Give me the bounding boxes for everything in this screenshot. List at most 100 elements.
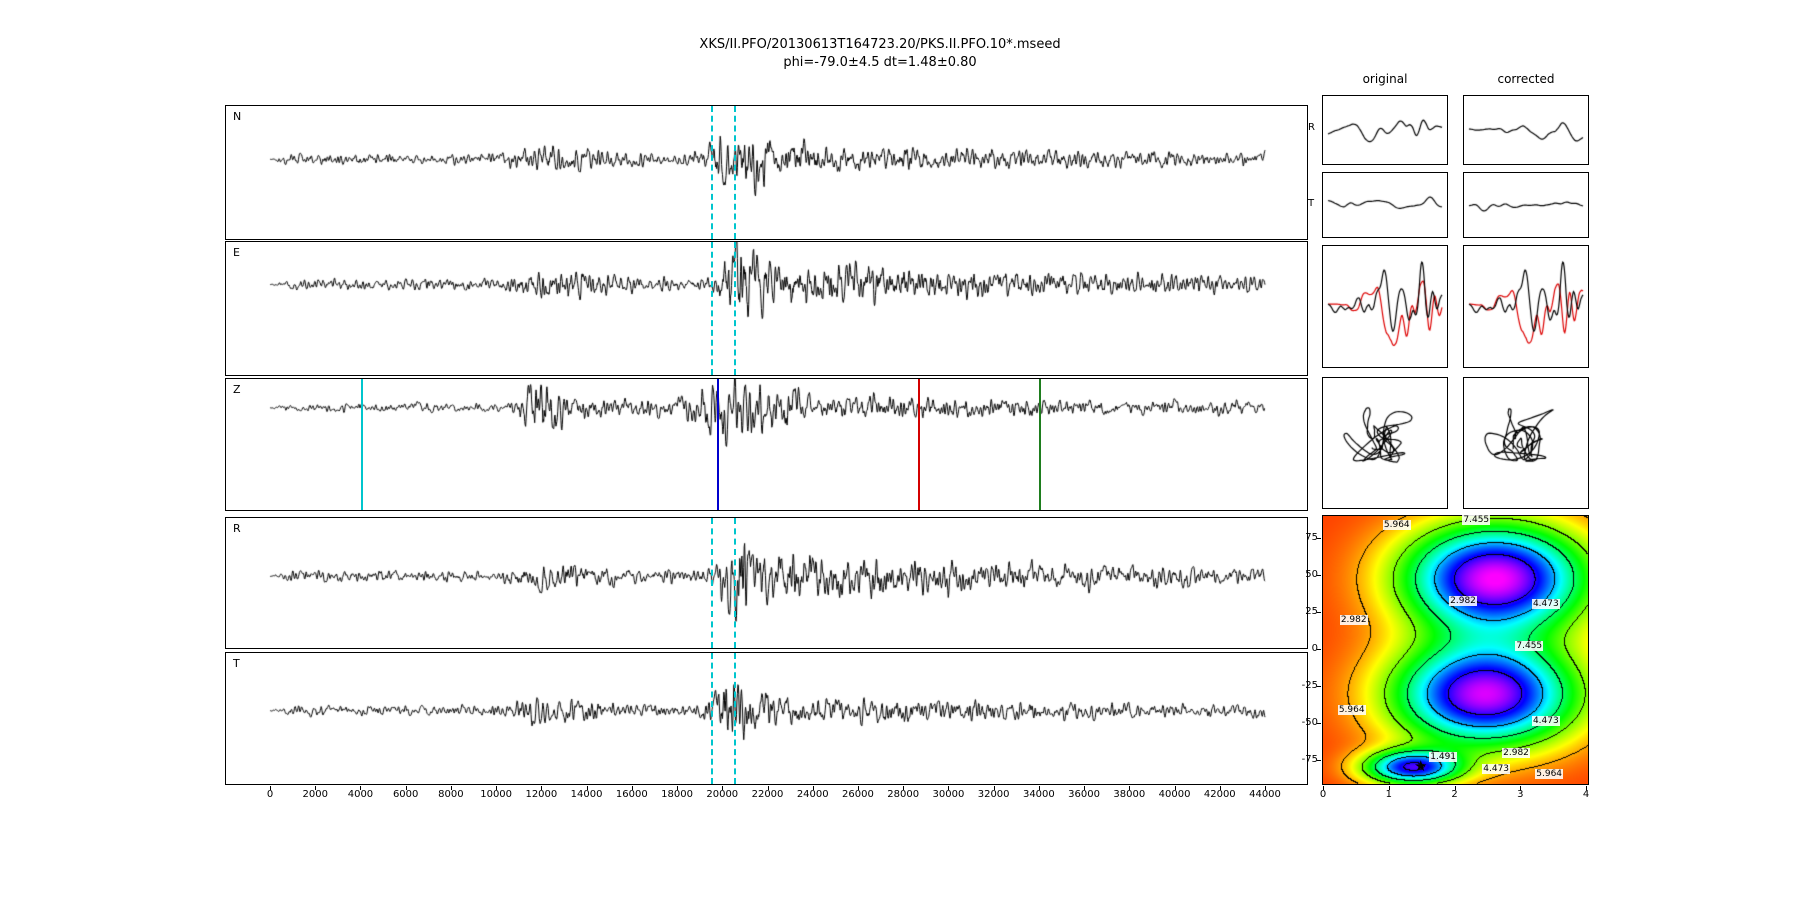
particle-motion-corrected xyxy=(1464,378,1588,508)
trace-panel-label: T xyxy=(233,657,240,670)
error-surface-x-tick-label: 1 xyxy=(1385,789,1392,800)
time-axis-tick-mark xyxy=(541,786,543,790)
time-axis-tick-mark xyxy=(812,786,814,790)
time-axis-tick-label: 36000 xyxy=(1068,789,1100,800)
trace-panel-e: E xyxy=(225,241,1308,376)
error-surface-x-tick-mark xyxy=(1388,786,1390,790)
error-surface-x-tick-mark xyxy=(1454,786,1456,790)
window-marker xyxy=(734,518,737,648)
error-surface-y-tick-label: -25 xyxy=(1301,679,1318,691)
time-axis-tick-mark xyxy=(1265,786,1266,790)
time-axis-tick-mark xyxy=(496,786,498,790)
window-marker xyxy=(711,106,714,239)
error-surface-y-tick-label: 50 xyxy=(1305,569,1318,581)
r-waveform-original xyxy=(1323,96,1447,164)
time-axis-tick-mark xyxy=(1129,786,1131,790)
contour-label: 2.982 xyxy=(1449,595,1477,606)
error-surface-y-tick-label: 75 xyxy=(1305,532,1318,544)
error-surface-x-tick-mark xyxy=(1520,786,1522,790)
pick-marker xyxy=(716,379,719,510)
time-axis-tick-mark xyxy=(315,786,317,790)
contour-label: 5.964 xyxy=(1337,704,1366,715)
window-marker xyxy=(734,653,737,784)
time-axis-tick-mark xyxy=(857,786,859,790)
trace-panel-n: N xyxy=(225,105,1308,240)
time-axis-tick-mark xyxy=(903,786,905,790)
column-header-corrected: corrected xyxy=(1497,72,1555,86)
time-axis-tick-mark xyxy=(767,786,769,790)
contour-label: 2.982 xyxy=(1339,615,1368,626)
r-waveform-corrected-panel xyxy=(1463,95,1589,165)
window-marker xyxy=(734,106,737,239)
time-axis-tick-label: 2000 xyxy=(302,789,328,800)
time-axis-tick-mark xyxy=(1084,786,1086,790)
best-solution-star-icon: ★ xyxy=(1414,756,1428,775)
window-marker xyxy=(711,242,714,375)
error-surface-y-tick-label: 0 xyxy=(1311,643,1318,654)
time-axis-tick-label: 26000 xyxy=(842,789,874,800)
time-axis-tick-mark xyxy=(1174,786,1176,790)
time-axis-tick-label: 28000 xyxy=(887,789,920,800)
time-axis-tick-label: 8000 xyxy=(438,789,464,800)
row-label-t: T xyxy=(1308,198,1315,209)
error-surface-y-tick-mark xyxy=(1317,575,1321,577)
time-axis-tick-mark xyxy=(1219,786,1221,790)
fast-slow-overlay-corrected-panel xyxy=(1463,245,1589,368)
time-axis-tick-mark xyxy=(993,786,995,790)
time-axis-tick-mark xyxy=(677,786,679,790)
time-axis-tick-label: 32000 xyxy=(977,789,1010,800)
trace-panel-t: T xyxy=(225,652,1308,785)
time-axis-tick-label: 16000 xyxy=(615,789,648,800)
trace-waveform-z xyxy=(226,379,1307,510)
error-surface-y-tick-mark xyxy=(1317,722,1321,724)
error-surface-y-tick-mark xyxy=(1317,649,1321,650)
pick-marker xyxy=(918,379,920,510)
trace-panel-r: R xyxy=(225,517,1308,649)
time-axis-tick-label: 38000 xyxy=(1113,789,1146,800)
error-surface-y-tick-mark xyxy=(1317,612,1321,614)
error-surface-y-tick-label: -50 xyxy=(1301,716,1318,728)
trace-panel-label: E xyxy=(233,246,240,259)
time-axis-tick-mark xyxy=(948,786,950,790)
error-surface-x-tick-label: 3 xyxy=(1517,789,1524,800)
time-axis-tick-mark xyxy=(270,786,271,790)
trace-panel-label: R xyxy=(233,522,241,535)
trace-waveform-r xyxy=(226,518,1307,648)
trace-panel-label: Z xyxy=(233,383,241,396)
time-axis-tick-mark xyxy=(405,786,407,790)
contour-label: 7.455 xyxy=(1515,640,1544,651)
error-surface-y-tick-mark xyxy=(1317,538,1321,540)
window-marker xyxy=(734,242,737,375)
contour-label: 4.473 xyxy=(1531,598,1560,609)
contour-label: 5.964 xyxy=(1382,519,1411,530)
row-label-r: R xyxy=(1308,122,1315,133)
time-axis-tick-mark xyxy=(586,786,588,790)
fast-slow-overlay-original-panel xyxy=(1322,245,1448,368)
pick-marker xyxy=(1038,379,1041,510)
particle-motion-corrected-panel xyxy=(1463,377,1589,509)
time-axis-tick-label: 30000 xyxy=(932,789,965,800)
figure-title: XKS/II.PFO/20130613T164723.20/PKS.II.PFO… xyxy=(699,37,1061,52)
fast-slow-overlay-original xyxy=(1323,246,1447,367)
error-surface-y-tick-mark xyxy=(1317,759,1321,761)
time-axis-tick-label: 12000 xyxy=(525,789,558,800)
time-axis-tick-label: 0 xyxy=(266,789,274,800)
error-surface-x-tick-mark xyxy=(1586,786,1587,790)
error-surface-heatmap xyxy=(1323,516,1588,784)
time-axis-tick-label: 14000 xyxy=(570,789,603,800)
time-axis-tick-mark xyxy=(1038,786,1040,790)
t-waveform-original xyxy=(1323,173,1447,237)
time-axis-tick-label: 4000 xyxy=(347,789,374,800)
time-axis-tick-label: 44000 xyxy=(1249,789,1281,800)
contour-label: 4.473 xyxy=(1531,716,1560,727)
error-surface-x-tick-label: 2 xyxy=(1451,789,1458,800)
time-axis-tick-mark xyxy=(722,786,724,790)
window-marker xyxy=(711,518,714,648)
time-axis-tick-label: 20000 xyxy=(706,789,739,800)
fast-slow-overlay-corrected xyxy=(1464,246,1588,367)
error-surface-x-tick-label: 4 xyxy=(1582,789,1590,800)
time-axis-tick-label: 24000 xyxy=(796,789,829,800)
time-axis-tick-mark xyxy=(631,786,633,790)
time-axis-tick-label: 18000 xyxy=(661,789,693,800)
contour-label: 2.982 xyxy=(1502,747,1530,758)
